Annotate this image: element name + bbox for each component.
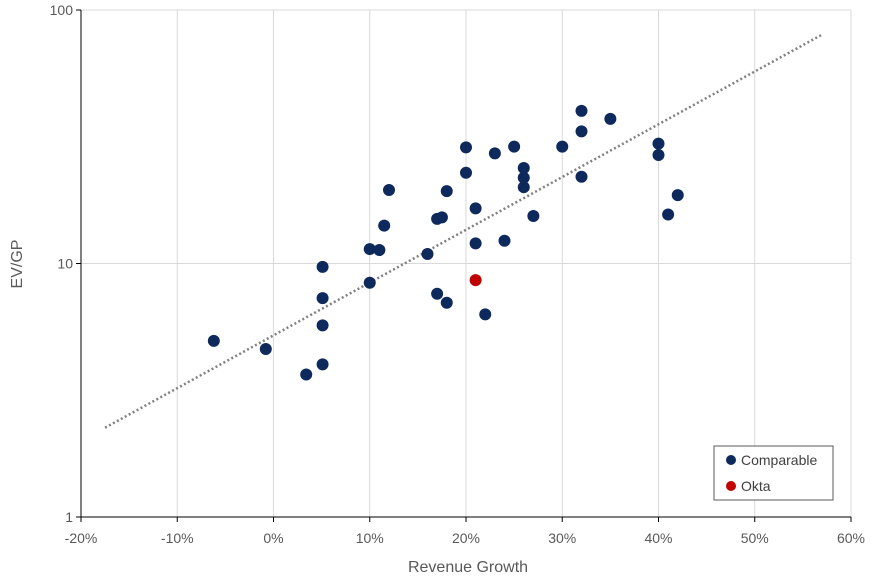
- comparable-point: [300, 368, 313, 381]
- comparable-point: [498, 234, 511, 247]
- comparable-point: [440, 296, 453, 309]
- comparable-point: [435, 211, 448, 224]
- x-tick-labels: -20% -10% 0% 10% 20% 30% 40% 50% 60%: [65, 530, 865, 546]
- x-tick-label: 20%: [452, 530, 480, 546]
- comparable-point: [460, 141, 472, 154]
- x-tick-label: 30%: [548, 530, 576, 546]
- comparable-point: [652, 137, 665, 150]
- trendline-group: [104, 33, 823, 429]
- comparable-point: [575, 104, 588, 117]
- comparable-point: [316, 260, 329, 273]
- trendline: [104, 33, 823, 429]
- comparable-point: [431, 287, 444, 300]
- x-tick-label: 10%: [356, 530, 384, 546]
- legend: Comparable Okta: [713, 445, 834, 501]
- comparable-point: [316, 319, 329, 332]
- comparable-point: [517, 162, 530, 175]
- y-tick-label: 1: [65, 509, 73, 525]
- x-tick-label: -10%: [161, 530, 194, 546]
- y-tick-labels: 1 10 100: [50, 2, 74, 525]
- legend-marker-comparable: [726, 455, 736, 465]
- comparable-point: [440, 185, 453, 198]
- y-tick-label: 100: [50, 2, 74, 18]
- comparable-point: [517, 171, 530, 184]
- x-axis-title: Revenue Growth: [408, 559, 528, 576]
- comparable-point: [652, 148, 665, 161]
- comparable-point: [469, 202, 482, 215]
- comparable-point: [363, 276, 376, 289]
- grid-lines: [76, 9, 852, 522]
- comparable-point: [363, 243, 376, 256]
- comparable-point: [378, 219, 391, 232]
- legend-box: [713, 445, 834, 501]
- okta-point: [469, 274, 482, 287]
- comparable-point: [671, 189, 684, 202]
- comparable-point: [508, 140, 521, 153]
- comparable-point: [556, 140, 569, 153]
- data-points: [207, 104, 684, 381]
- x-tick-label: 0%: [263, 530, 283, 546]
- legend-label-comparable: Comparable: [741, 452, 817, 468]
- y-tick-label: 10: [57, 256, 73, 272]
- comparable-point: [575, 170, 588, 183]
- comparable-point: [316, 358, 329, 371]
- comparable-point: [527, 209, 540, 222]
- comparable-point: [604, 112, 617, 125]
- comparable-point: [383, 183, 395, 196]
- comparable-point: [421, 248, 434, 261]
- comparable-point: [316, 292, 329, 305]
- comparable-point: [517, 181, 530, 194]
- legend-marker-okta: [726, 481, 736, 491]
- comparable-point: [259, 342, 272, 355]
- comparable-point: [488, 147, 501, 160]
- x-tick-label: 60%: [837, 530, 865, 546]
- comparable-point: [207, 334, 220, 347]
- comparable-point: [460, 166, 472, 179]
- legend-label-okta: Okta: [741, 478, 771, 494]
- x-tick-label: -20%: [65, 530, 98, 546]
- comparable-point: [479, 308, 492, 321]
- comparable-point: [662, 208, 675, 221]
- comparable-point: [373, 244, 386, 257]
- x-tick-label: 40%: [644, 530, 672, 546]
- comparable-point: [469, 237, 482, 250]
- x-tick-label: 50%: [741, 530, 769, 546]
- comparable-point: [575, 125, 588, 138]
- y-axis-title: EV/GP: [9, 240, 26, 289]
